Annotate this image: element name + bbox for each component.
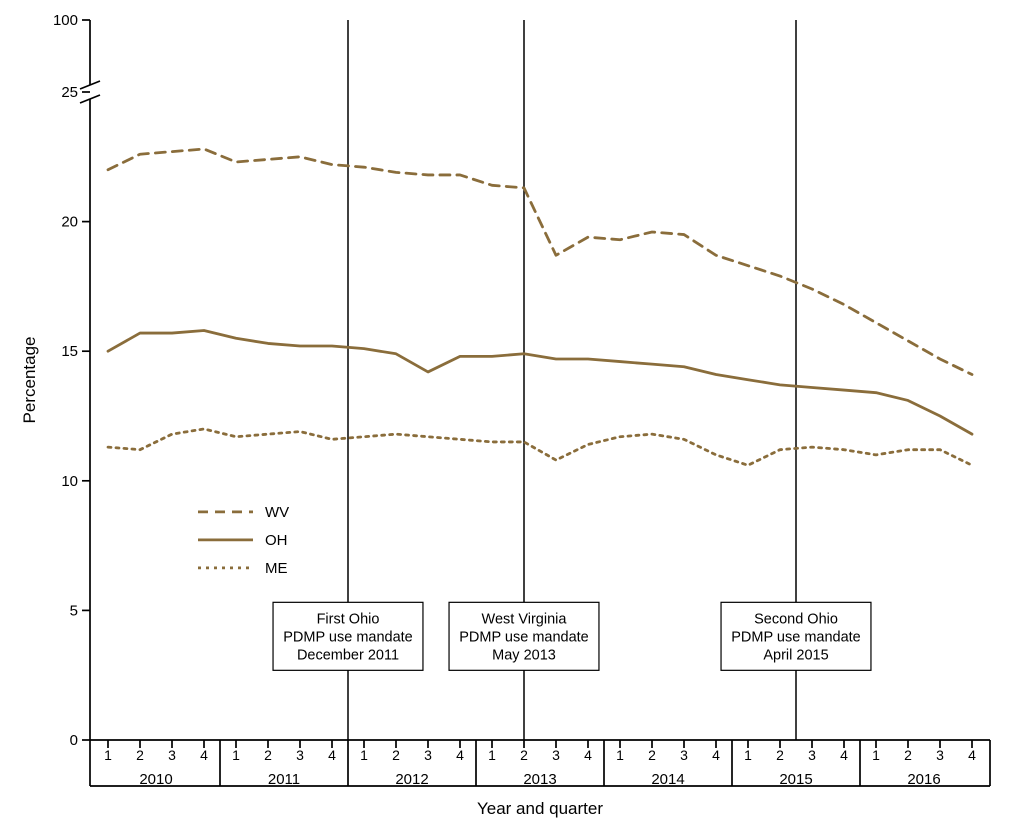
svg-text:4: 4: [840, 747, 848, 763]
svg-text:3: 3: [808, 747, 816, 763]
svg-text:4: 4: [584, 747, 592, 763]
svg-text:1: 1: [360, 747, 368, 763]
svg-text:2: 2: [520, 747, 528, 763]
svg-text:25: 25: [61, 84, 78, 101]
svg-text:PDMP use mandate: PDMP use mandate: [731, 630, 861, 646]
svg-text:WV: WV: [265, 504, 289, 521]
svg-text:15: 15: [61, 343, 78, 360]
svg-text:1: 1: [104, 747, 112, 763]
svg-text:3: 3: [552, 747, 560, 763]
svg-text:Year and quarter: Year and quarter: [477, 799, 603, 818]
line-chart: 0510152025100Percentage12342010123420111…: [0, 0, 1020, 834]
svg-text:2: 2: [776, 747, 784, 763]
svg-text:3: 3: [680, 747, 688, 763]
svg-text:4: 4: [968, 747, 976, 763]
svg-text:1: 1: [616, 747, 624, 763]
svg-text:OH: OH: [265, 532, 288, 549]
svg-text:2: 2: [136, 747, 144, 763]
svg-text:May 2013: May 2013: [492, 648, 556, 664]
svg-text:2: 2: [904, 747, 912, 763]
svg-text:1: 1: [744, 747, 752, 763]
series-oh: [108, 330, 972, 434]
svg-text:2: 2: [392, 747, 400, 763]
svg-text:West Virginia: West Virginia: [482, 612, 568, 628]
svg-text:1: 1: [232, 747, 240, 763]
svg-text:2: 2: [264, 747, 272, 763]
svg-text:4: 4: [712, 747, 720, 763]
svg-text:PDMP use mandate: PDMP use mandate: [459, 630, 589, 646]
svg-text:3: 3: [168, 747, 176, 763]
svg-text:3: 3: [424, 747, 432, 763]
svg-text:10: 10: [61, 473, 78, 490]
series-me: [108, 429, 972, 465]
svg-text:1: 1: [872, 747, 880, 763]
svg-text:3: 3: [936, 747, 944, 763]
svg-text:Percentage: Percentage: [20, 337, 39, 424]
svg-text:PDMP use mandate: PDMP use mandate: [283, 630, 413, 646]
svg-text:First Ohio: First Ohio: [317, 612, 380, 628]
svg-text:4: 4: [200, 747, 208, 763]
svg-text:20: 20: [61, 214, 78, 231]
svg-text:100: 100: [53, 12, 78, 29]
svg-text:1: 1: [488, 747, 496, 763]
svg-text:0: 0: [70, 732, 78, 749]
svg-text:4: 4: [456, 747, 464, 763]
svg-text:2: 2: [648, 747, 656, 763]
svg-text:December 2011: December 2011: [297, 648, 399, 664]
svg-text:Second Ohio: Second Ohio: [754, 612, 838, 628]
svg-text:April 2015: April 2015: [763, 648, 828, 664]
svg-text:ME: ME: [265, 560, 288, 577]
svg-text:4: 4: [328, 747, 336, 763]
svg-text:3: 3: [296, 747, 304, 763]
series-wv: [108, 149, 972, 375]
svg-text:5: 5: [70, 602, 78, 619]
